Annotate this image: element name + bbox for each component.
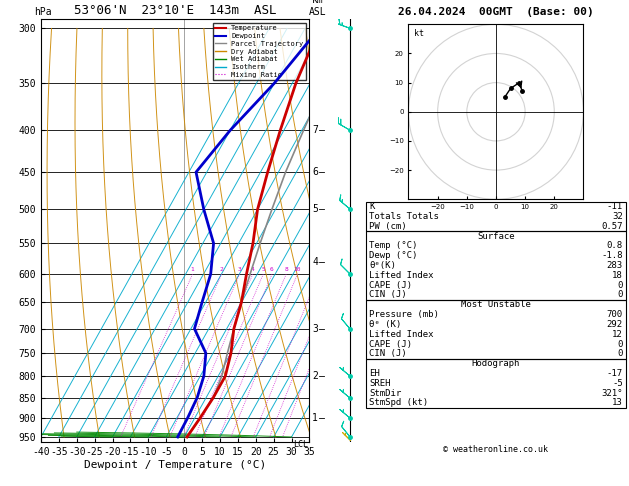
Text: 4: 4 — [312, 257, 318, 267]
Text: CAPE (J): CAPE (J) — [369, 340, 412, 348]
Text: Pressure (mb): Pressure (mb) — [369, 310, 439, 319]
Text: CIN (J): CIN (J) — [369, 349, 407, 358]
Text: 0.57: 0.57 — [601, 222, 623, 231]
Text: 1: 1 — [191, 267, 194, 272]
Text: -1.8: -1.8 — [601, 251, 623, 260]
Text: kt: kt — [415, 29, 425, 38]
Text: 53°06'N  23°10'E  143m  ASL: 53°06'N 23°10'E 143m ASL — [74, 4, 276, 17]
Text: Lifted Index: Lifted Index — [369, 271, 434, 280]
Text: 6: 6 — [270, 267, 274, 272]
Text: 700: 700 — [606, 310, 623, 319]
Text: Hodograph: Hodograph — [472, 359, 520, 368]
Text: 0: 0 — [617, 349, 623, 358]
Text: CAPE (J): CAPE (J) — [369, 280, 412, 290]
Text: θᵉ (K): θᵉ (K) — [369, 320, 401, 329]
Text: 0: 0 — [617, 291, 623, 299]
Text: © weatheronline.co.uk: © weatheronline.co.uk — [443, 445, 548, 454]
Text: EH: EH — [369, 369, 380, 378]
Text: Totals Totals: Totals Totals — [369, 212, 439, 221]
Text: 5: 5 — [312, 205, 318, 214]
X-axis label: Dewpoint / Temperature (°C): Dewpoint / Temperature (°C) — [84, 460, 266, 470]
Text: 3: 3 — [238, 267, 242, 272]
Text: θᵉ(K): θᵉ(K) — [369, 261, 396, 270]
Text: Lifted Index: Lifted Index — [369, 330, 434, 339]
Text: km
ASL: km ASL — [309, 0, 327, 17]
Text: CIN (J): CIN (J) — [369, 291, 407, 299]
Text: Temp (°C): Temp (°C) — [369, 242, 418, 250]
Text: 32: 32 — [612, 212, 623, 221]
Text: 2: 2 — [220, 267, 223, 272]
Text: Dewp (°C): Dewp (°C) — [369, 251, 418, 260]
Text: SREH: SREH — [369, 379, 391, 388]
Text: 6: 6 — [312, 167, 318, 177]
Text: 10: 10 — [294, 267, 301, 272]
Text: 12: 12 — [612, 330, 623, 339]
Text: 13: 13 — [612, 399, 623, 407]
Text: 0: 0 — [617, 340, 623, 348]
Text: 8: 8 — [284, 267, 288, 272]
Text: 2: 2 — [312, 371, 318, 381]
Text: 321°: 321° — [601, 389, 623, 398]
Text: 0: 0 — [617, 280, 623, 290]
Text: -17: -17 — [606, 369, 623, 378]
Text: 292: 292 — [606, 320, 623, 329]
Text: Most Unstable: Most Unstable — [461, 300, 531, 309]
Text: Surface: Surface — [477, 231, 515, 241]
Text: 3: 3 — [312, 324, 318, 334]
Text: StmDir: StmDir — [369, 389, 401, 398]
Text: 4: 4 — [251, 267, 255, 272]
Text: StmSpd (kt): StmSpd (kt) — [369, 399, 428, 407]
Text: 5: 5 — [262, 267, 265, 272]
Text: K: K — [369, 202, 375, 211]
Text: 283: 283 — [606, 261, 623, 270]
Legend: Temperature, Dewpoint, Parcel Trajectory, Dry Adiabat, Wet Adiabat, Isotherm, Mi: Temperature, Dewpoint, Parcel Trajectory… — [213, 23, 306, 80]
Text: -5: -5 — [612, 379, 623, 388]
Text: LCL: LCL — [293, 439, 308, 449]
Text: PW (cm): PW (cm) — [369, 222, 407, 231]
Text: 18: 18 — [612, 271, 623, 280]
Text: 26.04.2024  00GMT  (Base: 00): 26.04.2024 00GMT (Base: 00) — [398, 7, 594, 17]
Text: 0.8: 0.8 — [606, 242, 623, 250]
Text: hPa: hPa — [35, 7, 52, 17]
Text: 7: 7 — [312, 125, 318, 136]
Text: -11: -11 — [606, 202, 623, 211]
Text: 1: 1 — [312, 413, 318, 423]
